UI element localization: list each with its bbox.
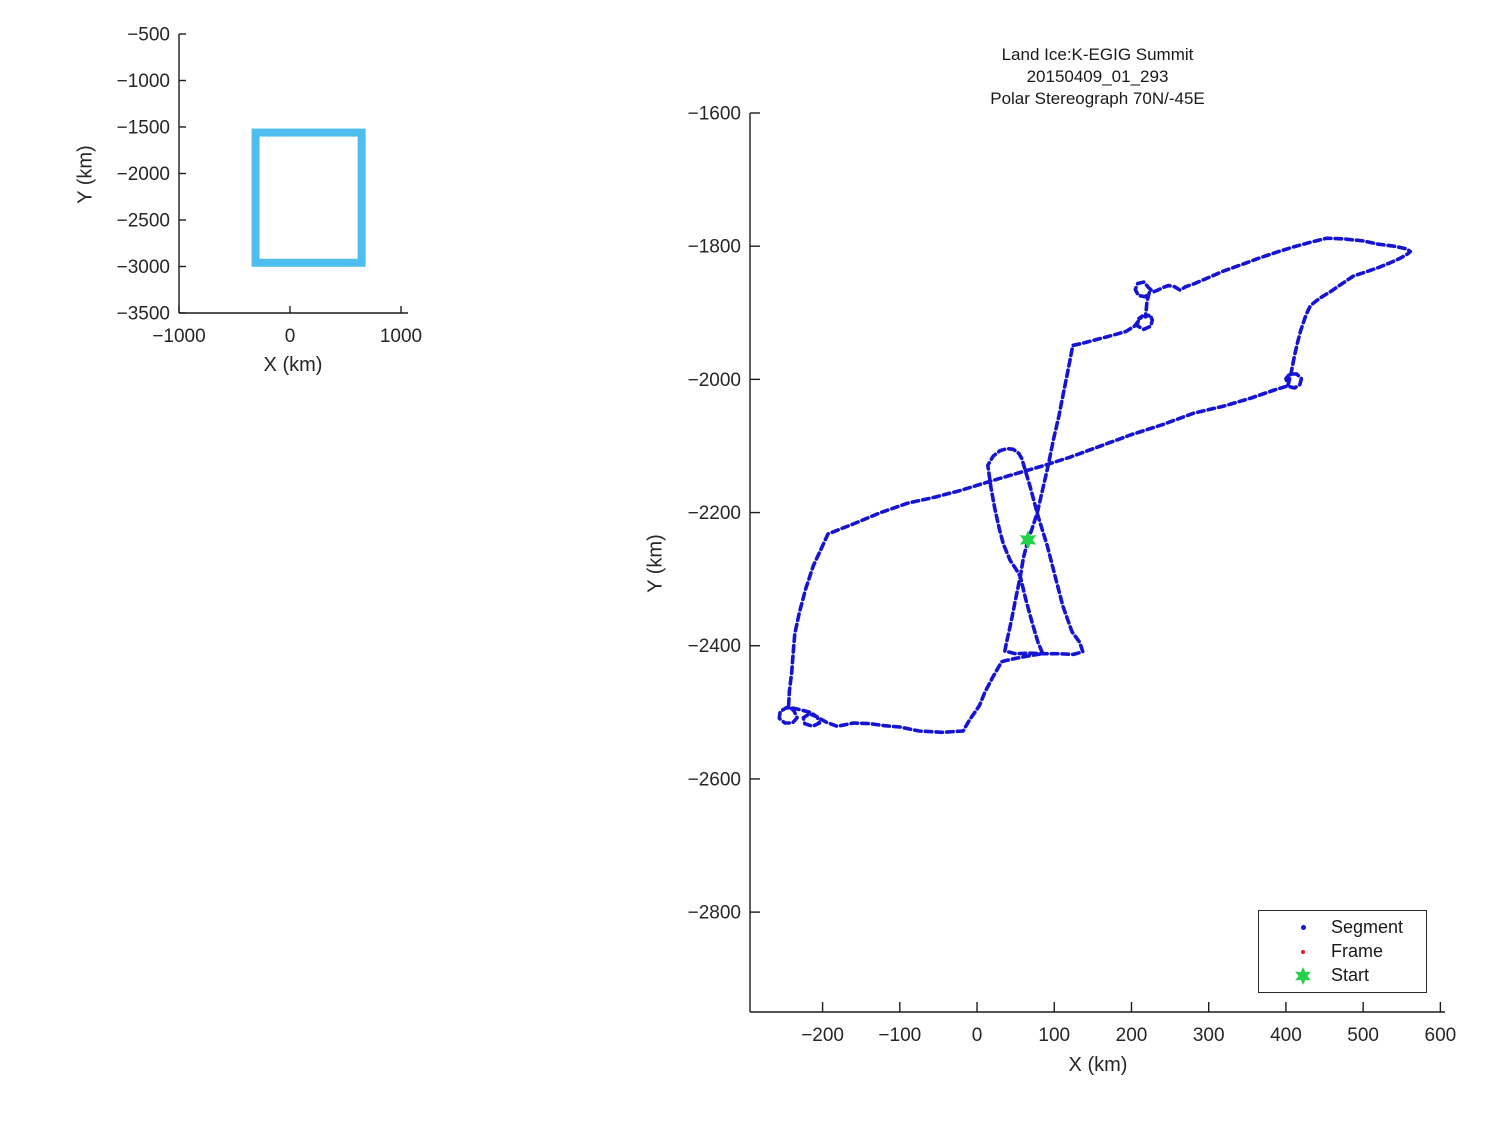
flight-y-tick-label: −2800 bbox=[688, 903, 741, 924]
flight-x-tick-label: 200 bbox=[1116, 1025, 1148, 1046]
overview-y-tick-label: −1500 bbox=[117, 118, 170, 139]
flight-x-tick-label: 300 bbox=[1193, 1025, 1225, 1046]
overview-y-tick-label: −3500 bbox=[117, 304, 170, 325]
legend-label-segment: Segment bbox=[1331, 917, 1404, 937]
flight-x-tick-label: −100 bbox=[878, 1025, 921, 1046]
legend-label-start: Start bbox=[1331, 965, 1370, 985]
flight-x-tick-label: 500 bbox=[1347, 1025, 1379, 1046]
flight-y-tick-label: −2600 bbox=[688, 769, 741, 790]
overview-y-tick-label: −500 bbox=[127, 25, 170, 46]
title-line-2: 20150409_01_293 bbox=[1026, 67, 1169, 86]
legend-item-start: Start bbox=[1287, 965, 1426, 986]
flight-x-tick-label: 400 bbox=[1270, 1025, 1302, 1046]
overview-y-axis-label: Y (km) bbox=[74, 145, 97, 204]
segment-dot-icon bbox=[1287, 925, 1319, 930]
flight-x-tick-label: 600 bbox=[1425, 1025, 1457, 1046]
legend-label-frame: Frame bbox=[1331, 941, 1384, 961]
title-line-1: Land Ice:K-EGIG Summit bbox=[1001, 45, 1194, 64]
flight-plot-area: −200 −100 0 100 200 300 400 500 600 −1600 −1800 −20… bbox=[688, 104, 1457, 1047]
flight-x-tick-label: 0 bbox=[972, 1025, 983, 1046]
overview-x-tick-label: 1000 bbox=[380, 326, 422, 347]
legend: Segment Frame Start bbox=[1258, 910, 1427, 993]
flight-y-axis-label: Y (km) bbox=[644, 534, 667, 593]
flight-y-tick-label: −2200 bbox=[688, 503, 741, 524]
overview-x-axis-label: X (km) bbox=[263, 354, 323, 376]
frame-dot-icon bbox=[1287, 949, 1319, 954]
chart-title: Land Ice:K-EGIG Summit 20150409_01_293 P… bbox=[750, 44, 1445, 110]
coverage-box bbox=[251, 128, 366, 267]
flight-x-tick-label: 100 bbox=[1038, 1025, 1070, 1046]
flight-y-tick-label: −1600 bbox=[688, 104, 741, 125]
start-hexagram-icon bbox=[1287, 966, 1319, 986]
overview-y-tick-label: −3000 bbox=[117, 257, 170, 278]
flight-y-tick-label: −2400 bbox=[688, 636, 741, 657]
start-marker bbox=[1019, 530, 1037, 550]
overview-y-tick-label: −1000 bbox=[117, 71, 170, 92]
flight-x-axis-label: X (km) bbox=[1068, 1054, 1128, 1076]
overview-y-tick-label: −2000 bbox=[117, 164, 170, 185]
flight-y-tick-label: −1800 bbox=[688, 237, 741, 258]
flight-x-tick-label: −200 bbox=[801, 1025, 844, 1046]
segment-path bbox=[777, 236, 1413, 735]
overview-x-tick-label: 0 bbox=[285, 326, 296, 347]
flight-y-tick-label: −2000 bbox=[688, 370, 741, 391]
legend-item-segment: Segment bbox=[1287, 917, 1426, 938]
title-line-3: Polar Stereograph 70N/-45E bbox=[990, 89, 1205, 108]
overview-y-tick-label: −2500 bbox=[117, 211, 170, 232]
overview-plot-area: −1000 0 1000 −500 −1000 −1500 −2000 −2500 −3000 −… bbox=[117, 25, 423, 348]
overview-x-tick-label: −1000 bbox=[152, 326, 205, 347]
legend-item-frame: Frame bbox=[1287, 941, 1426, 962]
